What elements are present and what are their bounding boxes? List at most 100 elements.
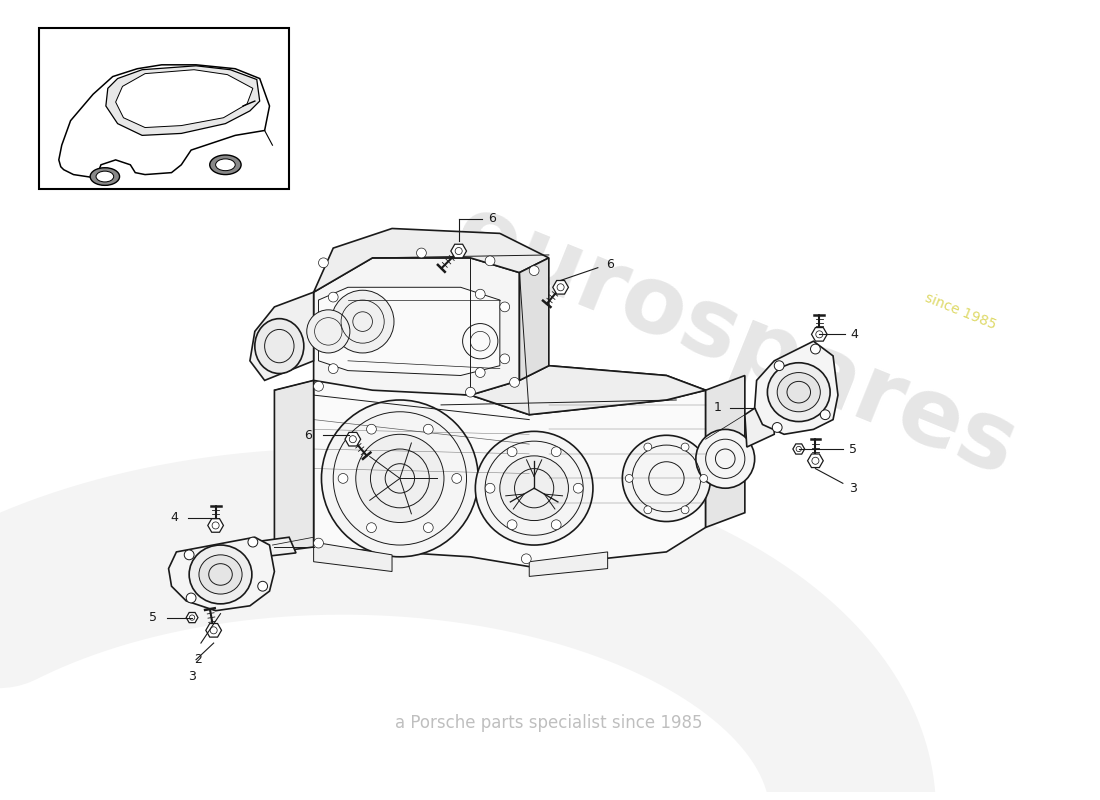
Ellipse shape: [475, 431, 593, 545]
Polygon shape: [553, 281, 569, 294]
Ellipse shape: [644, 506, 651, 514]
Ellipse shape: [366, 424, 376, 434]
Ellipse shape: [696, 430, 755, 488]
Text: since 1985: since 1985: [923, 291, 998, 333]
Ellipse shape: [355, 434, 444, 522]
Polygon shape: [745, 395, 774, 447]
Bar: [40, 27, 289, 190]
Ellipse shape: [768, 362, 830, 422]
Text: 6: 6: [606, 258, 614, 271]
Polygon shape: [314, 380, 706, 566]
Ellipse shape: [90, 168, 120, 186]
Ellipse shape: [475, 368, 485, 378]
Ellipse shape: [573, 483, 583, 493]
Ellipse shape: [199, 555, 242, 594]
Text: 4: 4: [850, 328, 859, 341]
Text: 5: 5: [148, 611, 157, 624]
Text: 2: 2: [194, 653, 202, 666]
Ellipse shape: [366, 522, 376, 533]
Polygon shape: [807, 454, 823, 467]
Polygon shape: [314, 258, 519, 395]
Polygon shape: [208, 518, 223, 532]
Ellipse shape: [521, 554, 531, 564]
Ellipse shape: [529, 266, 539, 275]
Ellipse shape: [257, 582, 267, 591]
Polygon shape: [250, 292, 314, 380]
Ellipse shape: [499, 302, 509, 312]
Ellipse shape: [772, 422, 782, 432]
Polygon shape: [793, 444, 804, 454]
Ellipse shape: [681, 506, 689, 514]
Ellipse shape: [644, 443, 651, 451]
Ellipse shape: [551, 520, 561, 530]
Ellipse shape: [255, 318, 304, 374]
Ellipse shape: [485, 483, 495, 493]
Text: a Porsche parts specialist since 1985: a Porsche parts specialist since 1985: [395, 714, 703, 733]
Ellipse shape: [186, 593, 196, 603]
Text: 1: 1: [714, 402, 722, 414]
Ellipse shape: [821, 410, 830, 420]
Ellipse shape: [700, 474, 707, 482]
Ellipse shape: [499, 354, 509, 364]
Text: 3: 3: [849, 482, 857, 494]
Text: eurospares: eurospares: [441, 186, 1030, 496]
Polygon shape: [274, 380, 313, 552]
Ellipse shape: [681, 443, 689, 451]
Ellipse shape: [417, 248, 427, 258]
Polygon shape: [345, 433, 361, 446]
Ellipse shape: [465, 387, 475, 397]
Polygon shape: [116, 70, 253, 127]
Ellipse shape: [331, 290, 394, 353]
Ellipse shape: [551, 447, 561, 457]
Ellipse shape: [321, 400, 478, 557]
Ellipse shape: [623, 435, 711, 522]
Ellipse shape: [210, 155, 241, 174]
Polygon shape: [755, 341, 838, 434]
Ellipse shape: [499, 456, 569, 521]
Ellipse shape: [774, 361, 784, 370]
Ellipse shape: [475, 290, 485, 299]
Ellipse shape: [507, 520, 517, 530]
Ellipse shape: [485, 256, 495, 266]
Ellipse shape: [509, 378, 519, 387]
Polygon shape: [106, 66, 260, 135]
Polygon shape: [319, 287, 499, 375]
Ellipse shape: [307, 310, 350, 353]
Text: 6: 6: [488, 212, 496, 225]
Polygon shape: [206, 623, 221, 637]
Polygon shape: [314, 229, 549, 292]
Ellipse shape: [248, 538, 257, 547]
Polygon shape: [168, 538, 274, 610]
Ellipse shape: [507, 447, 517, 457]
Text: 3: 3: [188, 670, 196, 682]
Ellipse shape: [328, 292, 338, 302]
Ellipse shape: [319, 258, 328, 268]
Ellipse shape: [216, 159, 235, 170]
Polygon shape: [519, 258, 549, 380]
Polygon shape: [314, 542, 392, 571]
Polygon shape: [471, 366, 706, 414]
Ellipse shape: [424, 522, 433, 533]
Polygon shape: [253, 538, 296, 557]
Ellipse shape: [625, 474, 634, 482]
Text: 5: 5: [849, 442, 857, 455]
Ellipse shape: [811, 344, 821, 354]
Text: 6: 6: [304, 429, 311, 442]
Polygon shape: [58, 65, 270, 178]
Ellipse shape: [452, 474, 462, 483]
Ellipse shape: [185, 550, 194, 560]
Polygon shape: [549, 366, 706, 449]
Ellipse shape: [189, 545, 252, 604]
Polygon shape: [706, 375, 745, 527]
Ellipse shape: [338, 474, 348, 483]
Polygon shape: [812, 327, 827, 341]
Ellipse shape: [328, 364, 338, 374]
Polygon shape: [186, 613, 198, 622]
Ellipse shape: [96, 171, 113, 182]
Ellipse shape: [314, 382, 323, 391]
Text: 4: 4: [170, 511, 178, 524]
Polygon shape: [529, 552, 607, 577]
Ellipse shape: [424, 424, 433, 434]
Ellipse shape: [778, 373, 821, 412]
Polygon shape: [451, 244, 466, 258]
